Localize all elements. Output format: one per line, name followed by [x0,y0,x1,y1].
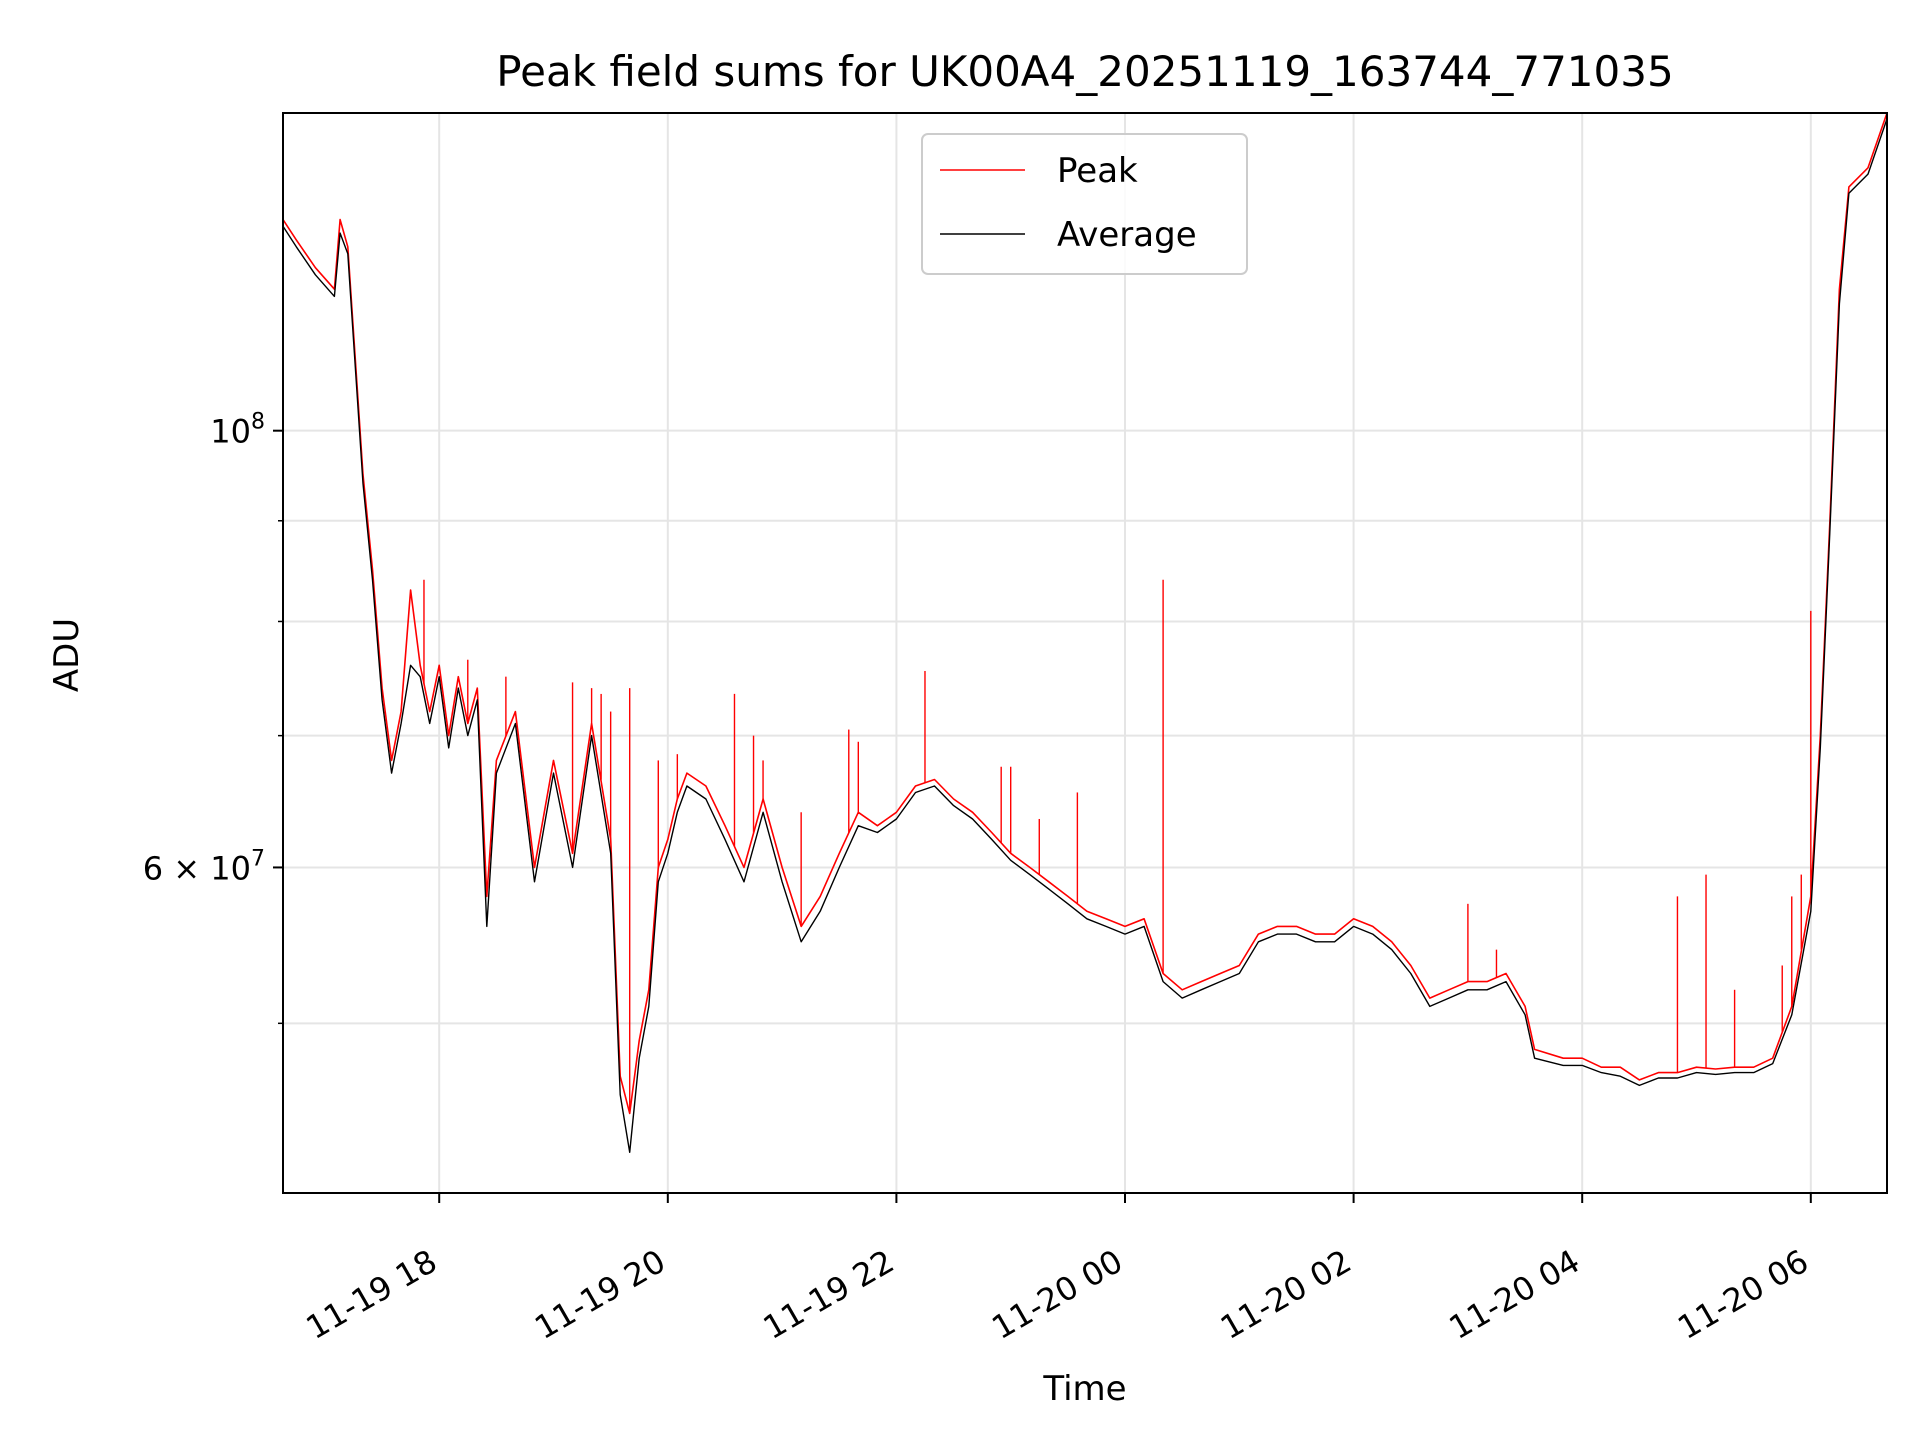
legend-label-average: Average [1057,215,1197,255]
series-line-peak [282,112,1888,1115]
plot-frame [282,112,1888,1194]
y-axis-label: ADU [47,618,87,692]
series-line-average [282,118,1888,1153]
y-tick-label-exponent: 7 [251,846,265,871]
chart-title: Peak field sums for UK00A4_20251119_1637… [496,47,1673,96]
y-tick-label-exponent: 8 [251,410,265,435]
y-tick-label: 108 [210,410,265,451]
x-axis-label: Time [1042,1369,1126,1409]
y-axis: 108 6 × 107 [143,410,283,1025]
grid [283,113,1887,1193]
legend: Peak Average [921,133,1248,275]
y-tick-label-base: 10 [210,413,251,451]
legend-box [921,133,1248,275]
y-tick-label: 6 × 107 [143,846,265,887]
series-layer [282,112,1888,1153]
y-tick-label-base: 6 × 10 [143,849,251,887]
legend-label-peak: Peak [1057,151,1138,191]
